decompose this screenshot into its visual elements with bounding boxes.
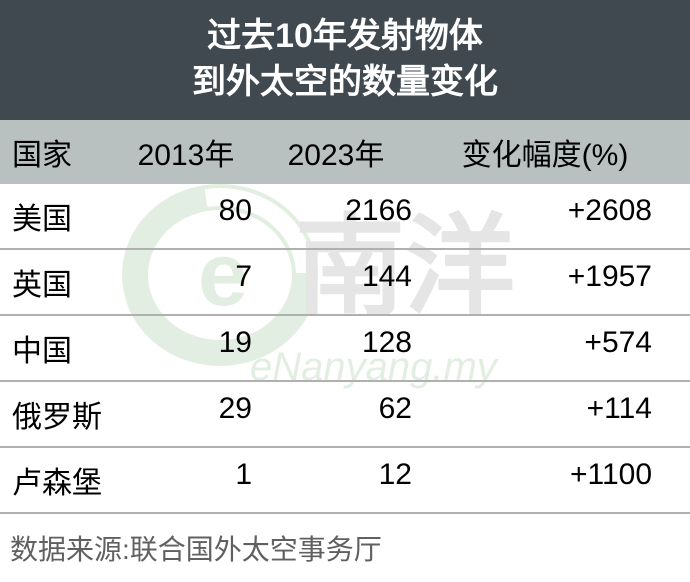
cell-change: +114 bbox=[420, 392, 680, 436]
cell-2023: 128 bbox=[260, 326, 420, 370]
cell-change: +1957 bbox=[420, 260, 680, 304]
cell-country: 俄罗斯 bbox=[0, 392, 120, 436]
table-row: 中国 19 128 +574 bbox=[0, 316, 690, 382]
cell-2013: 7 bbox=[120, 260, 260, 304]
cell-change: +2608 bbox=[420, 194, 680, 238]
table-row: 卢森堡 1 12 +1100 bbox=[0, 448, 690, 514]
cell-2013: 1 bbox=[120, 458, 260, 502]
cell-2023: 12 bbox=[260, 458, 420, 502]
cell-2023: 62 bbox=[260, 392, 420, 436]
table-title: 过去10年发射物体 到外太空的数量变化 bbox=[0, 0, 690, 120]
cell-2013: 29 bbox=[120, 392, 260, 436]
title-line-2: 到外太空的数量变化 bbox=[10, 60, 680, 106]
header-2013: 2013年 bbox=[120, 130, 260, 174]
cell-change: +574 bbox=[420, 326, 680, 370]
table-container: e 南洋 eNanyang.my 过去10年发射物体 到外太空的数量变化 国家 … bbox=[0, 0, 690, 582]
cell-2023: 144 bbox=[260, 260, 420, 304]
table-header-row: 国家 2013年 2023年 变化幅度(%) bbox=[0, 120, 690, 184]
table-row: 美国 80 2166 +2608 bbox=[0, 184, 690, 250]
title-line-1: 过去10年发射物体 bbox=[10, 14, 680, 60]
data-source: 数据来源:联合国外太空事务厅 bbox=[0, 514, 690, 582]
cell-change: +1100 bbox=[420, 458, 680, 502]
header-change: 变化幅度(%) bbox=[420, 130, 680, 174]
cell-country: 美国 bbox=[0, 194, 120, 238]
header-2023: 2023年 bbox=[260, 130, 420, 174]
table-row: 俄罗斯 29 62 +114 bbox=[0, 382, 690, 448]
cell-2013: 80 bbox=[120, 194, 260, 238]
cell-country: 英国 bbox=[0, 260, 120, 304]
cell-2023: 2166 bbox=[260, 194, 420, 238]
header-country: 国家 bbox=[0, 130, 120, 174]
table-row: 英国 7 144 +1957 bbox=[0, 250, 690, 316]
cell-country: 中国 bbox=[0, 326, 120, 370]
cell-country: 卢森堡 bbox=[0, 458, 120, 502]
cell-2013: 19 bbox=[120, 326, 260, 370]
